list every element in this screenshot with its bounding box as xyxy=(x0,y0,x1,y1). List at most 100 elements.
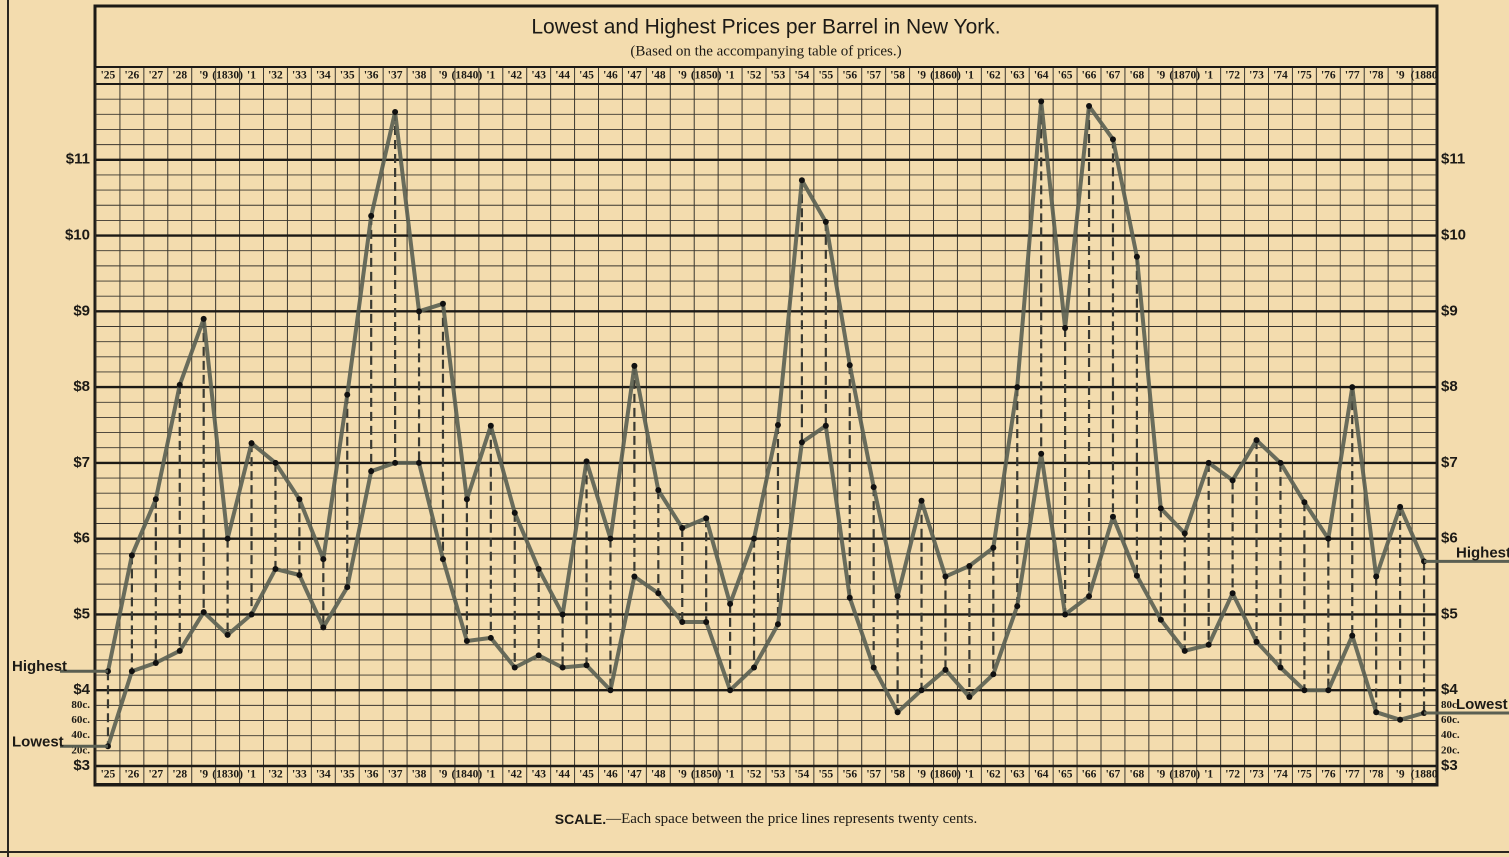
data-point xyxy=(368,468,375,475)
data-point xyxy=(1038,98,1045,105)
x-tick-label: '37 xyxy=(388,70,403,82)
scale-text: —Each space between the price lines repr… xyxy=(605,811,977,827)
x-tick-label: '42 xyxy=(507,70,522,82)
y-tick-label-right: $7 xyxy=(1441,454,1458,471)
data-point xyxy=(344,391,351,398)
data-point xyxy=(368,212,375,219)
data-point xyxy=(128,668,135,675)
y-tick-label: $7 xyxy=(73,454,90,471)
data-point xyxy=(631,573,638,580)
data-point xyxy=(176,381,183,388)
x-tick-label: '75 xyxy=(1297,70,1312,82)
data-point xyxy=(224,631,231,638)
y-tick-label-right: $10 xyxy=(1441,227,1466,244)
data-point xyxy=(894,593,901,600)
data-point xyxy=(439,300,446,307)
data-point xyxy=(870,484,877,491)
data-point xyxy=(1014,603,1021,610)
x-tick-label: '55 xyxy=(818,70,833,82)
x-tick-label-bottom: '32 xyxy=(268,769,283,781)
x-tick-label: '9 xyxy=(1396,70,1405,82)
x-tick-label: '9 xyxy=(438,70,447,82)
x-tick-label-bottom: '35 xyxy=(340,769,355,781)
data-point xyxy=(224,535,231,542)
data-point xyxy=(846,594,853,601)
legend-label-right: Lowest xyxy=(1456,696,1508,713)
data-point xyxy=(272,459,279,466)
data-point xyxy=(392,459,399,466)
data-point xyxy=(1325,535,1332,542)
x-tick-label-bottom: '28 xyxy=(172,769,187,781)
data-point xyxy=(822,422,829,429)
data-point xyxy=(1397,716,1404,723)
data-point xyxy=(583,662,590,669)
scale-note: SCALE.—Each space between the price line… xyxy=(555,811,977,828)
x-tick-label-bottom: '27 xyxy=(148,769,163,781)
x-tick-label: '32 xyxy=(268,70,283,82)
x-tick-label-bottom: '34 xyxy=(316,769,331,781)
data-point xyxy=(176,647,183,654)
data-point xyxy=(1181,647,1188,654)
x-tick-label-bottom: '46 xyxy=(603,769,618,781)
data-point xyxy=(703,515,710,522)
x-tick-label: '57 xyxy=(866,70,881,82)
y-tick-label: $6 xyxy=(73,530,90,547)
x-tick-label: '74 xyxy=(1273,70,1288,82)
data-point xyxy=(152,659,159,666)
y-tick-label-right: 20c. xyxy=(1441,744,1460,756)
x-tick-label: '36 xyxy=(364,70,379,82)
data-point xyxy=(535,565,542,572)
data-point xyxy=(320,556,327,563)
x-tick-label: '34 xyxy=(316,70,331,82)
y-tick-label: $10 xyxy=(65,227,90,244)
x-tick-label-bottom: (1840) xyxy=(452,769,483,781)
data-point xyxy=(1301,687,1308,694)
data-point xyxy=(1253,437,1260,444)
data-point xyxy=(559,611,566,618)
x-tick-label: '48 xyxy=(651,70,666,82)
y-tick-label: 80c. xyxy=(71,699,90,711)
data-point xyxy=(1253,638,1260,645)
x-tick-label: '9 xyxy=(917,70,926,82)
x-tick-label-bottom: '9 xyxy=(438,769,447,781)
y-tick-label: $3 xyxy=(73,757,90,774)
x-tick-label-bottom: (1850) xyxy=(691,769,722,781)
data-point xyxy=(272,565,279,572)
data-point xyxy=(1301,499,1308,506)
x-tick-label: '73 xyxy=(1249,70,1264,82)
x-tick-label-bottom: '56 xyxy=(842,769,857,781)
x-tick-label: '64 xyxy=(1034,70,1049,82)
data-point xyxy=(344,584,351,591)
x-tick-label-bottom: '52 xyxy=(747,769,762,781)
x-tick-label: '53 xyxy=(771,70,786,82)
data-point xyxy=(511,509,518,516)
data-point xyxy=(1181,530,1188,537)
x-tick-label: (1860) xyxy=(930,70,961,82)
x-tick-label: '54 xyxy=(795,70,810,82)
y-tick-label-right: $5 xyxy=(1441,605,1458,622)
data-point xyxy=(1014,384,1021,391)
data-point xyxy=(128,552,135,559)
data-point xyxy=(751,535,758,542)
x-tick-label-bottom: (1860) xyxy=(930,769,961,781)
data-point xyxy=(152,496,159,503)
data-point xyxy=(416,459,423,466)
data-point xyxy=(774,422,781,428)
x-tick-label-bottom: '72 xyxy=(1225,769,1240,781)
x-tick-label-bottom: '33 xyxy=(292,769,307,781)
data-point xyxy=(655,487,662,494)
data-point xyxy=(248,440,255,447)
data-point xyxy=(1109,136,1116,143)
data-point xyxy=(631,362,638,369)
x-tick-label: '33 xyxy=(292,70,307,82)
x-tick-label-bottom: '73 xyxy=(1249,769,1264,781)
data-point xyxy=(607,535,614,542)
series-line xyxy=(106,99,1426,672)
x-tick-label: '1 xyxy=(726,70,735,82)
x-tick-label-bottom: '38 xyxy=(412,769,427,781)
x-tick-label-bottom: '47 xyxy=(627,769,642,781)
x-tick-label: '28 xyxy=(172,70,187,82)
x-tick-label: (1880 xyxy=(1411,70,1438,82)
x-tick-label: '9 xyxy=(678,70,687,82)
